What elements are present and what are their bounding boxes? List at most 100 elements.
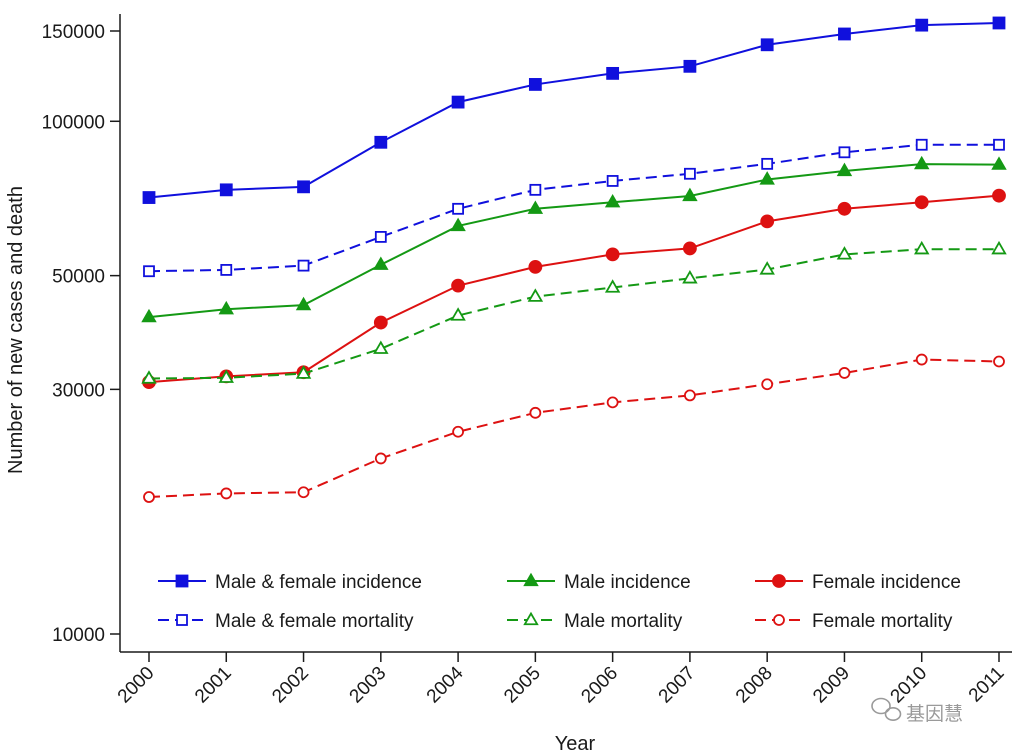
legend-label: Male & female incidence bbox=[215, 572, 422, 593]
x-tick-label: 2005 bbox=[500, 663, 545, 708]
data-point bbox=[684, 389, 696, 402]
watermark-text: 基因慧 bbox=[906, 703, 963, 725]
data-point bbox=[913, 240, 930, 255]
series-group bbox=[143, 138, 1005, 278]
data-point bbox=[606, 396, 619, 409]
y-tick-label: 100000 bbox=[42, 112, 105, 133]
data-point bbox=[682, 270, 698, 284]
data-point bbox=[219, 183, 233, 197]
data-point bbox=[991, 156, 1007, 170]
x-axis-title: Year bbox=[555, 733, 596, 755]
legend-label: Female incidence bbox=[812, 572, 961, 593]
data-point bbox=[218, 300, 235, 315]
data-point bbox=[220, 264, 233, 276]
legend: Male & female incidence Male incidence Fem… bbox=[158, 572, 961, 632]
data-point bbox=[295, 296, 312, 311]
data-point bbox=[992, 188, 1006, 203]
data-point bbox=[143, 491, 155, 503]
data-point bbox=[683, 241, 697, 256]
x-tick-label: 2007 bbox=[655, 663, 700, 708]
x-tick-label: 2009 bbox=[809, 663, 854, 708]
data-point bbox=[451, 278, 465, 293]
data-point bbox=[838, 146, 851, 159]
series-layer bbox=[141, 16, 1007, 503]
legend-item: Male & female incidence bbox=[158, 572, 422, 593]
series-group bbox=[142, 188, 1006, 389]
data-point bbox=[527, 288, 544, 302]
legend-item: Female incidence bbox=[755, 572, 961, 593]
data-point bbox=[605, 247, 620, 262]
y-axis-title: Number of new cases and death bbox=[5, 186, 27, 474]
data-point bbox=[604, 279, 621, 293]
data-point bbox=[759, 261, 775, 275]
data-point bbox=[913, 155, 930, 170]
data-point bbox=[295, 365, 312, 379]
data-point bbox=[451, 95, 465, 109]
series-line bbox=[148, 143, 999, 273]
data-point bbox=[837, 201, 852, 216]
data-point bbox=[450, 307, 466, 321]
series-line bbox=[148, 194, 1000, 384]
wechat-icon bbox=[871, 697, 902, 721]
legend-marker bbox=[523, 572, 539, 587]
data-point bbox=[374, 135, 388, 149]
legend-label: Male & female mortality bbox=[215, 611, 414, 632]
data-point bbox=[143, 265, 155, 278]
y-tick-label: 50000 bbox=[52, 267, 105, 288]
watermark: 基因慧 bbox=[871, 697, 963, 725]
legend-item: Female mortality bbox=[755, 611, 953, 632]
y-tick-label: 10000 bbox=[52, 625, 105, 646]
data-point bbox=[529, 406, 542, 419]
data-point bbox=[297, 259, 310, 272]
data-point bbox=[142, 191, 156, 204]
legend-label: Male mortality bbox=[564, 611, 683, 632]
data-point bbox=[914, 195, 929, 210]
data-point bbox=[761, 378, 774, 391]
x-tick-label: 2004 bbox=[423, 662, 468, 707]
data-point bbox=[452, 425, 464, 438]
x-tick-label: 2002 bbox=[268, 663, 313, 708]
data-point bbox=[991, 240, 1007, 255]
data-point bbox=[761, 157, 774, 170]
legend-item: Male mortality bbox=[507, 611, 683, 632]
axes bbox=[119, 14, 1012, 653]
data-point bbox=[373, 256, 389, 270]
y-tick-label: 150000 bbox=[42, 22, 105, 43]
series-group bbox=[141, 240, 1007, 384]
data-point bbox=[297, 486, 310, 499]
legend-label: Male incidence bbox=[564, 572, 691, 593]
data-point bbox=[992, 16, 1006, 30]
data-point bbox=[682, 187, 698, 202]
data-point bbox=[373, 315, 388, 330]
x-tick-label: 2000 bbox=[114, 663, 159, 708]
data-point bbox=[604, 193, 621, 208]
data-point bbox=[683, 59, 697, 73]
x-tick-label: 2010 bbox=[887, 663, 932, 708]
legend-marker bbox=[773, 614, 785, 626]
data-point bbox=[528, 78, 542, 91]
series-group bbox=[142, 16, 1006, 204]
series-line bbox=[148, 358, 1000, 499]
data-point bbox=[527, 200, 544, 214]
x-tick-label: 2011 bbox=[965, 663, 1009, 707]
data-point bbox=[838, 367, 851, 379]
data-point bbox=[606, 66, 620, 80]
x-tick-label: 2006 bbox=[577, 663, 622, 708]
data-point bbox=[528, 259, 543, 274]
legend-marker bbox=[176, 614, 188, 626]
data-point bbox=[760, 214, 775, 229]
data-point bbox=[993, 355, 1005, 368]
data-point bbox=[450, 217, 466, 232]
data-point bbox=[373, 340, 389, 354]
data-point bbox=[915, 138, 928, 151]
data-point bbox=[374, 230, 387, 243]
data-point bbox=[141, 308, 157, 323]
series-line bbox=[148, 21, 1000, 199]
x-tick-label: 2001 bbox=[191, 663, 236, 708]
data-point bbox=[374, 452, 387, 465]
legend-item: Male & female mortality bbox=[158, 611, 414, 632]
data-point bbox=[760, 38, 774, 52]
data-point bbox=[993, 138, 1005, 151]
data-point bbox=[218, 369, 235, 383]
